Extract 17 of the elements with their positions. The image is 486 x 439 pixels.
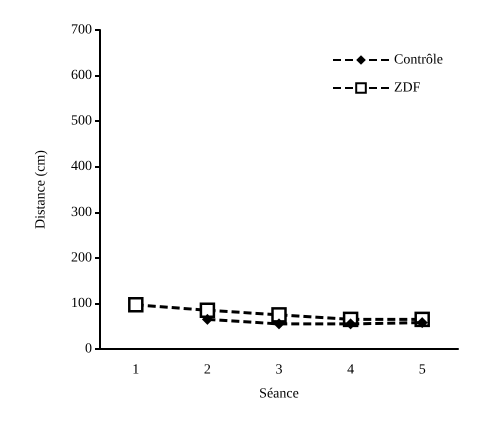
x-tick-label: 1 (132, 362, 140, 378)
x-axis-title: Séance (259, 386, 299, 402)
y-tick-label: 100 (71, 296, 92, 311)
y-tick-label: 200 (71, 250, 92, 266)
x-tick-label: 5 (418, 362, 426, 378)
y-tick-label: 700 (71, 22, 92, 38)
y-tick-label: 0 (85, 342, 92, 356)
y-tick-label: 500 (71, 114, 92, 129)
x-tick-label: 3 (276, 362, 282, 378)
legend-label: Contrôle (394, 52, 444, 68)
x-tick-label: 4 (347, 362, 354, 378)
y-tick-label: 400 (71, 159, 92, 174)
y-tick-label: 300 (71, 204, 92, 220)
x-tick-label: 2 (204, 362, 211, 378)
legend-label: ZDF (394, 80, 421, 96)
y-tick-label: 600 (71, 68, 92, 84)
y-axis-title: Distance (cm) (34, 150, 48, 229)
